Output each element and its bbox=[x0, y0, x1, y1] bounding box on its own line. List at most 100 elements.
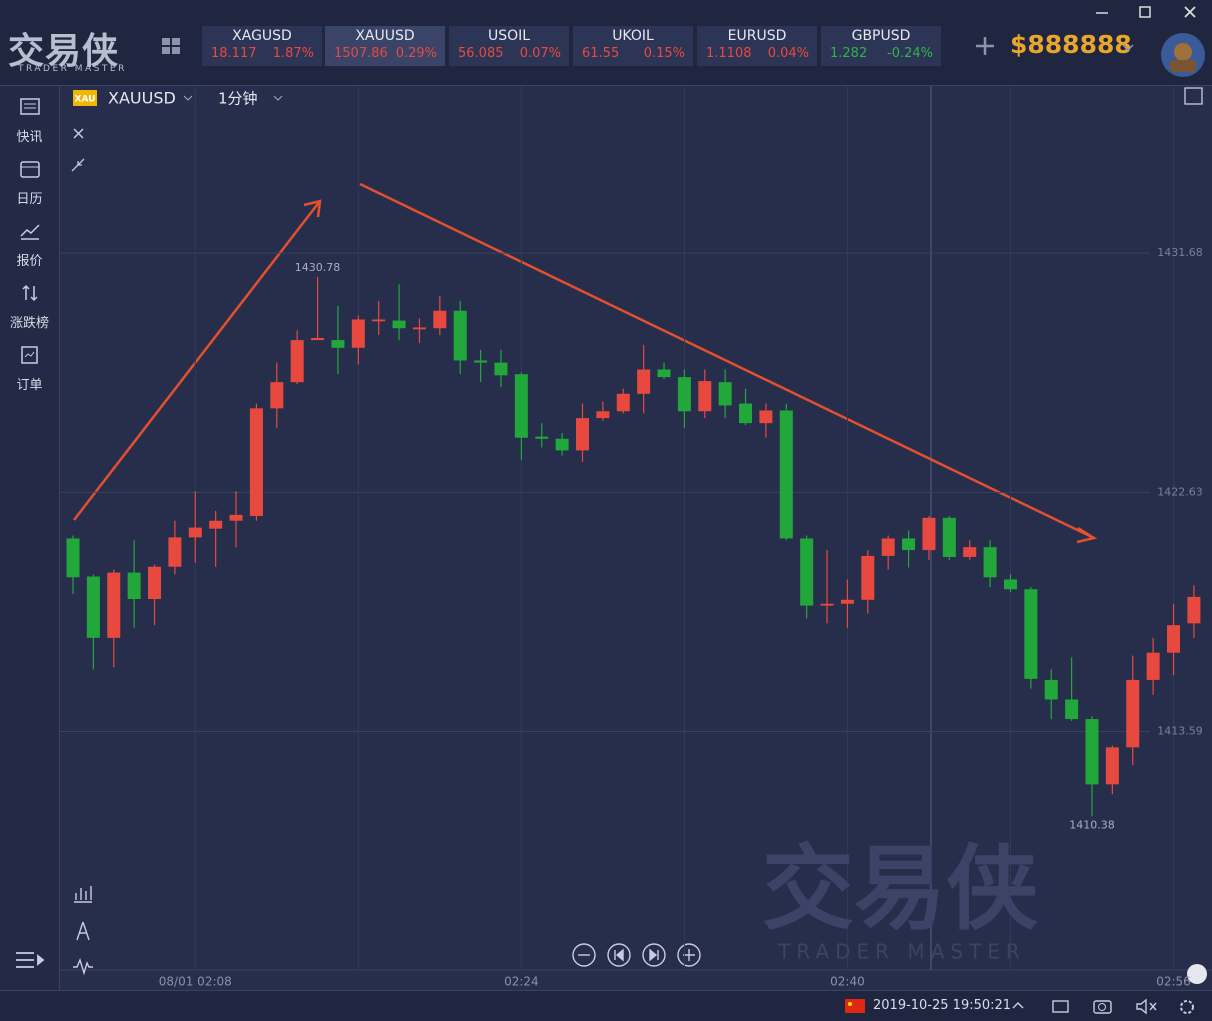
news-icon[interactable] bbox=[20, 98, 40, 116]
candle-body bbox=[1126, 679, 1140, 748]
candle-body bbox=[1044, 679, 1058, 700]
y-tick-label: 1431.68 bbox=[1157, 246, 1203, 259]
candle-body bbox=[820, 603, 834, 606]
avatar[interactable] bbox=[1160, 32, 1206, 78]
watermark-subtitle: TRADER MASTER bbox=[777, 940, 1026, 964]
ticker[interactable]: XAUUSD 1507.86 0.29% bbox=[325, 26, 445, 66]
price: 1.1108 bbox=[706, 46, 752, 61]
chart-interval[interactable]: 1分钟 bbox=[218, 90, 258, 108]
x-tick-label: 08/01 02:08 bbox=[159, 975, 232, 989]
candle-body bbox=[1146, 652, 1160, 680]
candle-body bbox=[535, 436, 549, 439]
candle-body bbox=[698, 381, 712, 412]
arrow-up bbox=[73, 199, 322, 521]
sidebar-item[interactable]: 报价 bbox=[16, 254, 43, 269]
chevron[interactable] bbox=[1122, 44, 1134, 52]
candle-body bbox=[270, 382, 284, 409]
candle-body bbox=[209, 520, 223, 529]
step-forward[interactable] bbox=[642, 943, 666, 967]
candle-body bbox=[942, 517, 956, 557]
ticker[interactable]: GBPUSD 1.282 -0.24% bbox=[821, 26, 941, 66]
calendar-icon[interactable] bbox=[20, 160, 40, 178]
top-bar: 交易侠 TRADER MASTER XAGUSD 18.117 1.87% XAUU… bbox=[0, 0, 1212, 86]
sidebar-item[interactable]: 订单 bbox=[16, 378, 43, 393]
candle-body bbox=[127, 572, 141, 600]
candle-body bbox=[1187, 596, 1201, 624]
chevron[interactable] bbox=[1012, 1000, 1024, 1010]
ticker[interactable]: EURUSD 1.1108 0.04% bbox=[697, 26, 817, 66]
candle-body bbox=[66, 538, 80, 578]
indicator-icon[interactable] bbox=[74, 886, 92, 903]
candle-body bbox=[963, 547, 977, 557]
x-tick-label: 02:56 bbox=[1156, 975, 1191, 989]
candle-body bbox=[596, 411, 610, 419]
step-back[interactable] bbox=[607, 943, 631, 967]
ticker[interactable]: XAGUSD 18.117 1.87% bbox=[202, 26, 322, 66]
zoom-out[interactable] bbox=[572, 943, 596, 967]
sidebar-item[interactable]: 日历 bbox=[16, 192, 43, 207]
candle-body bbox=[1105, 747, 1119, 785]
status-bar: 2019-10-25 19:50:21 bbox=[0, 990, 1212, 1021]
candle-body bbox=[290, 340, 304, 383]
candle-body bbox=[1167, 625, 1181, 653]
brand-icon[interactable] bbox=[1187, 964, 1207, 984]
sidebar-item[interactable]: 涨跌榜 bbox=[9, 316, 49, 331]
symbol: UKOIL bbox=[612, 28, 654, 44]
candle-body bbox=[902, 538, 916, 551]
chart: XAU XAUUSD 1分钟 08/01 02:08 02:24 02:40 02:5… bbox=[60, 86, 1212, 990]
candle-body bbox=[412, 327, 426, 330]
candle-body bbox=[1085, 719, 1099, 785]
chevron[interactable] bbox=[183, 95, 193, 101]
sidebar-item[interactable]: 快讯 bbox=[16, 130, 43, 145]
candle-body bbox=[1003, 579, 1017, 590]
symbol: GBPUSD bbox=[851, 28, 911, 44]
trend-arrows bbox=[73, 182, 1098, 544]
candle-body bbox=[983, 547, 997, 578]
symbol: XAUUSD bbox=[355, 28, 415, 44]
candle-body bbox=[718, 382, 732, 406]
status-icons[interactable] bbox=[1050, 996, 1200, 1016]
candle-body bbox=[616, 393, 630, 412]
y-tick-label: 1422.63 bbox=[1157, 485, 1203, 498]
panel-icon[interactable] bbox=[1184, 87, 1203, 105]
window-controls[interactable] bbox=[1090, 4, 1210, 22]
candle-body bbox=[800, 538, 814, 606]
draw-icon[interactable] bbox=[76, 921, 90, 941]
candle-body bbox=[351, 319, 365, 348]
close-icon[interactable] bbox=[73, 128, 84, 139]
playback-controls bbox=[572, 943, 701, 967]
ticker[interactable]: UKOIL 61.55 0.15% bbox=[573, 26, 693, 66]
chart-background bbox=[60, 86, 1212, 990]
candle-body bbox=[392, 320, 406, 329]
flag-icon bbox=[845, 999, 865, 1013]
candle-body bbox=[637, 369, 651, 394]
collapse-icon[interactable] bbox=[71, 158, 85, 172]
logo: 交易侠 bbox=[8, 31, 120, 72]
quote-icon[interactable] bbox=[20, 222, 40, 240]
arrow-down bbox=[359, 182, 1098, 544]
candle-body bbox=[555, 438, 569, 451]
candle-body bbox=[168, 537, 182, 567]
price: 1507.86 bbox=[334, 46, 388, 61]
grid-icon[interactable] bbox=[162, 38, 182, 56]
symbol: EURUSD bbox=[727, 28, 787, 44]
ticker[interactable]: USOIL 56.085 0.07% bbox=[449, 26, 569, 66]
balance[interactable]: $888888 bbox=[1010, 30, 1132, 59]
order-icon[interactable] bbox=[20, 346, 40, 364]
chevron[interactable] bbox=[273, 95, 283, 101]
add-icon[interactable] bbox=[975, 36, 995, 56]
candle-body bbox=[759, 410, 773, 424]
y-tick-label: 1413.59 bbox=[1157, 724, 1203, 737]
rank-icon[interactable] bbox=[20, 284, 40, 302]
candle-body bbox=[107, 572, 121, 638]
wave-icon[interactable] bbox=[73, 957, 93, 976]
sidebar: 快讯 日历 报价 涨跌榜 订单 bbox=[0, 86, 60, 990]
menu-icon[interactable] bbox=[14, 950, 46, 970]
chart-symbol[interactable]: XAUUSD bbox=[108, 89, 176, 108]
candle-body bbox=[779, 410, 793, 539]
change: 0.07% bbox=[519, 46, 561, 61]
zoom-in[interactable] bbox=[677, 943, 701, 967]
candle-body bbox=[331, 340, 345, 348]
badge-text: XAU bbox=[75, 95, 96, 105]
